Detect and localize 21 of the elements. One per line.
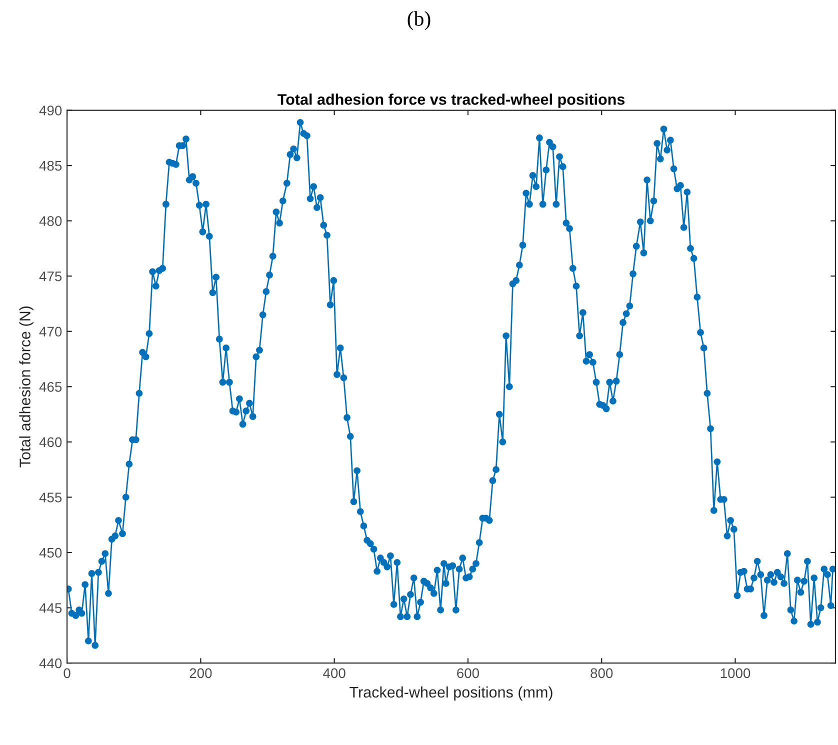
x-tick-label: 400 — [323, 668, 346, 678]
x-tick-label: 0 — [64, 668, 70, 678]
y-tick-label: 465 — [39, 382, 62, 392]
y-tick-label: 450 — [39, 548, 62, 558]
y-tick-label: 490 — [39, 106, 62, 116]
y-tick-label: 485 — [39, 160, 62, 171]
y-axis-title: Total adhesion force (N) — [19, 306, 34, 468]
chart-title: Total adhesion force vs tracked-wheel positions — [278, 94, 625, 108]
y-tick-label: 475 — [39, 272, 62, 282]
x-tick-label: 600 — [457, 668, 480, 678]
y-tick-label: 455 — [39, 492, 62, 502]
y-tick-label: 460 — [39, 437, 62, 448]
x-tick-label: 1000 — [720, 668, 750, 678]
text: (b) — [408, 11, 430, 30]
x-axis-title: Tracked-wheel positions (mm) — [350, 686, 552, 701]
y-tick-label: 480 — [39, 216, 62, 226]
y-tick-label: 445 — [39, 603, 62, 613]
y-tick-label: 470 — [39, 326, 62, 337]
y-tick-label: 440 — [39, 658, 62, 668]
x-tick-label: 800 — [590, 668, 613, 678]
x-tick-label: 200 — [190, 668, 212, 678]
